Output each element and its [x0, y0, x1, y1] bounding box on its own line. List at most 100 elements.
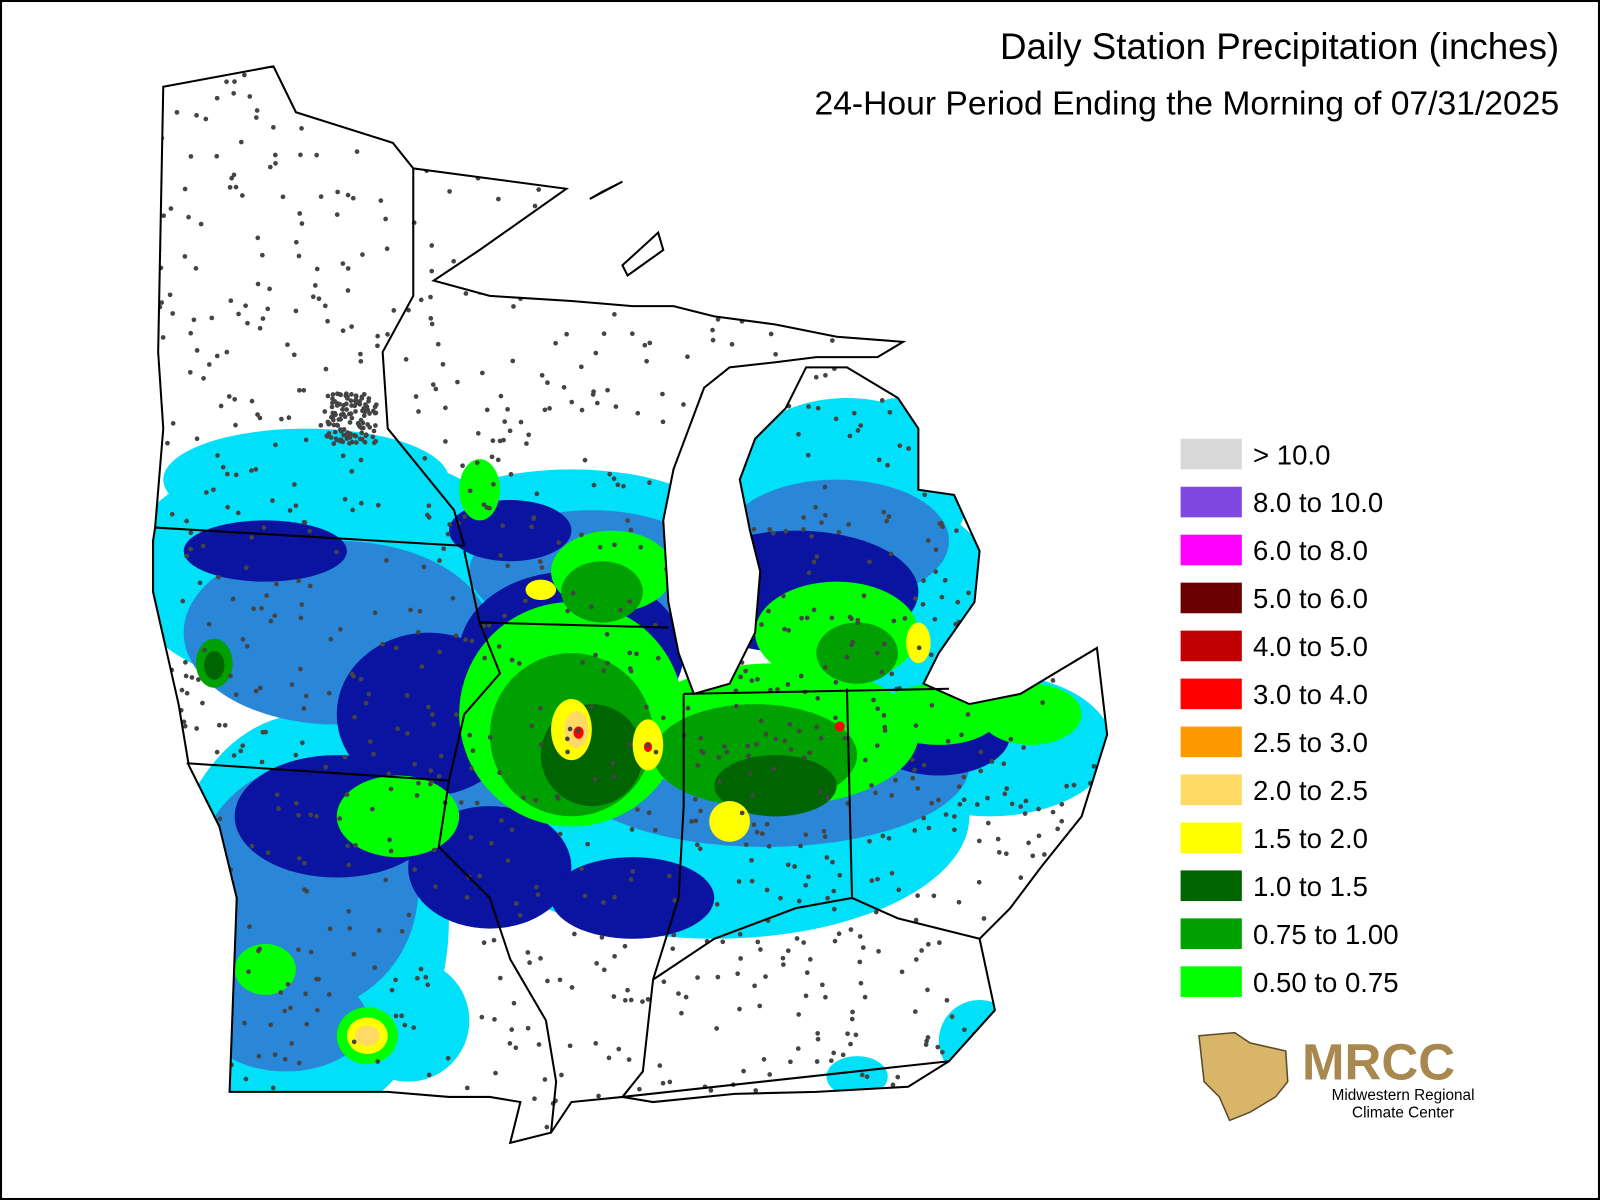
station-dot: [895, 1074, 901, 1080]
station-dot: [315, 1007, 320, 1013]
station-dot: [629, 827, 635, 832]
precip-area: [163, 428, 449, 531]
station-dot: [302, 860, 307, 866]
station-dot: [764, 887, 770, 893]
station-dot: [978, 749, 984, 755]
station-dot: [263, 729, 268, 735]
station-dot: [645, 742, 650, 748]
station-dot: [532, 203, 538, 209]
station-dot: [216, 574, 221, 580]
station-dot: [328, 636, 334, 642]
station-dot: [247, 924, 252, 929]
station-dot: [813, 374, 819, 380]
station-dot: [625, 518, 630, 523]
station-dot: [256, 948, 261, 954]
station-dot: [358, 351, 363, 357]
station-dot: [672, 898, 678, 903]
station-dot: [363, 402, 368, 407]
station-dot: [502, 419, 508, 424]
station-dot: [194, 348, 200, 353]
station-dot: [188, 530, 194, 536]
station-dot: [181, 719, 187, 725]
station-dot: [710, 337, 716, 343]
station-dot: [751, 527, 757, 532]
station-dot: [781, 593, 786, 599]
station-dot: [695, 763, 700, 768]
station-dot: [344, 407, 349, 412]
station-dot: [887, 410, 893, 415]
precip-area: [525, 579, 557, 600]
station-dot: [429, 268, 435, 274]
station-dot: [345, 288, 351, 293]
station-dot: [462, 514, 468, 519]
station-dot: [255, 281, 261, 287]
station-dot: [681, 402, 686, 407]
station-dot: [955, 599, 961, 605]
station-dot: [612, 894, 617, 900]
station-dot: [796, 728, 802, 734]
legend-swatch: [1180, 726, 1242, 758]
station-dot: [848, 1041, 853, 1047]
station-dot: [640, 999, 645, 1004]
station-dot: [353, 440, 359, 445]
station-dot: [944, 997, 950, 1003]
station-dot: [989, 759, 995, 764]
station-dot: [481, 502, 487, 508]
station-dot: [594, 961, 599, 966]
station-dot: [499, 818, 504, 823]
precip-area: [714, 755, 837, 817]
station-dot: [831, 906, 837, 912]
station-dot: [783, 528, 789, 534]
station-dot: [393, 977, 398, 983]
station-dot: [414, 793, 420, 798]
station-dot: [412, 761, 418, 767]
legend-swatch: [1180, 870, 1242, 902]
station-dot: [259, 759, 265, 765]
station-dot: [612, 953, 617, 959]
station-dot: [517, 912, 523, 918]
station-dot: [352, 403, 358, 409]
station-dot: [875, 650, 880, 656]
station-dot: [864, 1074, 870, 1080]
station-dot: [867, 838, 872, 844]
station-dot: [766, 608, 771, 614]
station-dot: [628, 997, 634, 1003]
station-dot: [276, 806, 281, 811]
station-dot: [513, 901, 519, 906]
station-dot: [646, 810, 652, 816]
station-dot: [296, 253, 302, 259]
station-dot: [626, 1057, 632, 1062]
station-dot: [615, 482, 621, 488]
station-dot: [299, 602, 305, 607]
station-dot: [437, 649, 443, 655]
station-dot: [899, 969, 905, 975]
station-dot: [557, 831, 563, 837]
station-dot: [1059, 801, 1065, 807]
station-dot: [734, 703, 739, 709]
station-dot: [399, 1013, 404, 1019]
station-dot: [729, 341, 735, 347]
station-dot: [889, 793, 895, 798]
station-dot: [755, 939, 761, 945]
station-dot: [804, 970, 810, 975]
station-dot: [889, 870, 895, 876]
station-dot: [184, 690, 190, 696]
station-dot: [830, 338, 835, 343]
station-dot: [509, 1027, 515, 1032]
border: [652, 896, 980, 981]
station-dot: [337, 392, 343, 397]
station-dot: [342, 496, 348, 502]
station-dot: [926, 825, 932, 831]
station-dot: [194, 436, 200, 442]
station-dot: [243, 303, 248, 309]
station-dot: [278, 990, 284, 995]
station-dot: [689, 819, 694, 824]
precip-area: [561, 561, 643, 623]
station-dot: [318, 194, 324, 199]
station-dot: [565, 608, 570, 614]
station-dot: [873, 790, 878, 796]
station-dot: [510, 358, 516, 364]
station-dot: [349, 324, 354, 329]
station-dot: [291, 352, 297, 358]
